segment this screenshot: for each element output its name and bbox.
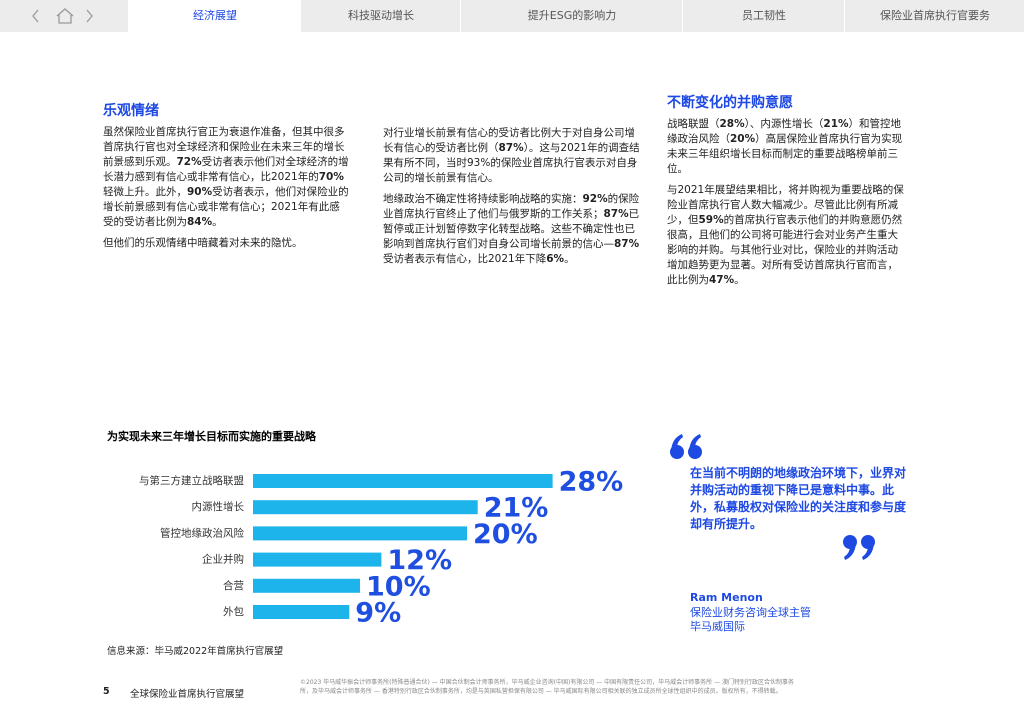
legal-text: ©2023 毕马威华振会计师事务所(特殊普通合伙) — 中国合伙制会计师事务所，… [300, 679, 794, 695]
paragraph: 地缘政治不确定性将持续影响战略的实施：92%的保险业首席执行官终止了他们与俄罗斯… [383, 192, 645, 267]
footer-title: 全球保险业首席执行官展望 [130, 689, 245, 700]
text: 但他们的乐观情绪中暗藏着对未来的隐忧。 [103, 237, 303, 249]
quote-name: Ram Menon [690, 591, 763, 604]
text: 地缘政治不确定性将持续影响战略的实施： [383, 193, 583, 205]
bold-text: 21% [823, 118, 849, 130]
bold-text: 87% [498, 142, 524, 154]
value-label: 10% [366, 571, 431, 602]
text: ）、内源性增长（ [744, 118, 824, 130]
category-label: 与第三方建立战略联盟 [139, 474, 244, 487]
text: ）。这与2021年的调查结果有所不同，当时93%的保险业首席执行官表示对自身公司… [383, 142, 640, 184]
column-heading: 不断变化的并购意愿 [667, 95, 793, 111]
text: 受访者表示有信心，比2021年下降 [383, 253, 547, 265]
bar [253, 605, 350, 619]
text: 轻微上升。此外， [103, 186, 187, 198]
text: ）和管控地缘政治风险（ [667, 118, 902, 145]
bold-text: 84% [187, 216, 213, 228]
category-label: 企业并购 [202, 553, 244, 566]
category-label: 内源性增长 [192, 500, 245, 513]
paragraph: 对行业增长前景有信心的受访者比例大于对自身公司增长有信心的受访者比例（87%）。… [383, 126, 645, 186]
nav-tab[interactable]: 保险业首席执行官要务 [844, 0, 1024, 32]
quote-title: 毕马威国际 [690, 620, 745, 633]
text: 受访者表示他们对全球经济的增长潜力感到有信心或非常有信心，比2021年的 [103, 156, 349, 183]
bold-text: 87% [614, 238, 640, 250]
bar [253, 474, 553, 488]
quote-mark-close [843, 535, 875, 560]
chart: 为实现未来三年增长目标而实施的重要战略 与第三方建立战略联盟 28% 内源性增长 21… [107, 429, 624, 629]
value-label: 12% [387, 545, 452, 576]
page-number: 5 [103, 686, 110, 697]
category-label: 外包 [223, 605, 244, 618]
text: 的首席执行官表示他们的并购意愿仍然很高，且他们的公司将可能进行会对业务产生重大影… [667, 214, 903, 286]
value-label: 28% [559, 467, 624, 498]
bold-text: 92% [582, 193, 608, 205]
nav-tab[interactable]: 经济展望 [128, 0, 301, 32]
text: 。 [212, 216, 223, 228]
value-label: 20% [473, 519, 538, 550]
bold-text: 90% [187, 186, 213, 198]
text: ）高居保险业首席执行官为实现未来三年组织增长目标而制定的重要战略榜单前三位。 [667, 133, 903, 175]
bold-text: 47% [709, 274, 735, 286]
nav-tab[interactable]: 员工韧性 [682, 0, 845, 32]
text: 受访者表示，他们对保险业的增长前景感到有信心或非常有信心；2021年有此感受的受… [103, 186, 349, 228]
bold-text: 87% [603, 208, 629, 220]
bold-text: 59% [698, 214, 724, 226]
bold-text: 20% [730, 133, 756, 145]
nav-tab[interactable]: 科技驱动增长 [300, 0, 461, 32]
text: 已暂停或正计划暂停数字化转型战略。这些不确定性也已影响到首席执行官们对自身公司增… [383, 208, 640, 250]
text: 的保险业首席执行官终止了他们与俄罗斯的工作关系； [383, 193, 640, 220]
text: 。 [734, 274, 745, 286]
paragraph: 但他们的乐观情绪中暗藏着对未来的隐忧。 [103, 236, 349, 251]
bar [253, 578, 360, 593]
bold-text: 6% [546, 253, 565, 265]
paragraph: 与2021年展望结果相比，将并购视为重要战略的保险业首席执行官人数大幅减少。尽管… [667, 183, 907, 288]
bold-text: 72% [176, 156, 202, 168]
category-label: 管控地缘政治风险 [160, 526, 244, 539]
nav-icons[interactable] [30, 6, 100, 26]
text: 与2021年展望结果相比，将并购视为重要战略的保险业首席执行官人数大幅减少。尽管… [667, 184, 904, 226]
column-heading: 乐观情绪 [103, 103, 159, 119]
quote-mark-open [670, 434, 702, 459]
text: 战略联盟（ [667, 118, 720, 130]
text-column: 不断变化的并购意愿战略联盟（28%）、内源性增长（21%）和管控地缘政治风险（2… [667, 96, 907, 294]
quote-title: 保险业财务咨询全球主管 [690, 606, 811, 619]
source: 信息来源：毕马威2022年首席执行官展望 [107, 646, 284, 657]
nav-bar: 经济展望 科技驱动增长 提升ESG的影响力 员工韧性 保险业首席执行官要务 [0, 0, 1024, 32]
text: 。 [564, 253, 575, 265]
bold-text: 70% [318, 171, 344, 183]
value-label: 21% [484, 493, 549, 524]
bar [253, 526, 467, 541]
text: 对行业增长前景有信心的受访者比例大于对自身公司增长有信心的受访者比例（ [383, 127, 635, 154]
text: 虽然保险业首席执行官正为衰退作准备，但其中很多首席执行官也对全球经济和保险业在未… [103, 126, 345, 168]
text-column: 乐观情绪虽然保险业首席执行官正为衰退作准备，但其中很多首席执行官也对全球经济和保… [103, 104, 349, 257]
text-column: 对行业增长前景有信心的受访者比例大于对自身公司增长有信心的受访者比例（87%）。… [383, 126, 645, 273]
quote-text: 在当前不明朗的地缘政治环境下，业界对并购活动的重视下降已是意料中事。此外，私募股… [690, 466, 907, 531]
nav-tab[interactable]: 提升ESG的影响力 [460, 0, 683, 32]
value-label: 9% [355, 598, 401, 629]
paragraph: 虽然保险业首席执行官正为衰退作准备，但其中很多首席执行官也对全球经济和保险业在未… [103, 125, 349, 230]
category-label: 合营 [223, 579, 244, 592]
bold-text: 28% [719, 118, 745, 130]
bar [253, 552, 382, 567]
chart-title: 为实现未来三年增长目标而实施的重要战略 [107, 429, 317, 443]
paragraph: 战略联盟（28%）、内源性增长（21%）和管控地缘政治风险（20%）高居保险业首… [667, 117, 907, 177]
bar [253, 500, 478, 515]
